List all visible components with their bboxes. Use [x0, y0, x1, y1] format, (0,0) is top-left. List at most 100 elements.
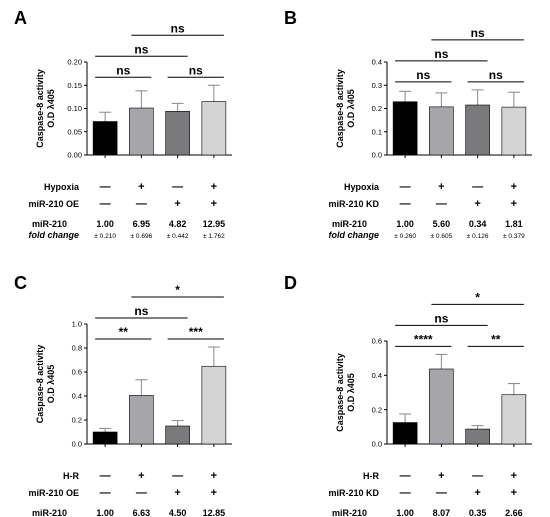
y-tick-label: 0.2	[372, 405, 382, 414]
condition-sign: —	[436, 487, 447, 499]
condition-sign: —	[400, 198, 411, 210]
fold-sd: ± 0.379	[503, 233, 525, 240]
condition-sign: —	[472, 181, 483, 193]
significance-label: *	[175, 283, 180, 297]
fold-value: 4.82	[169, 219, 187, 229]
y-tick-label: 0.05	[67, 127, 82, 136]
fold-sd: ± 1.762	[203, 233, 225, 240]
panel-label: D	[284, 273, 297, 293]
y-tick-label: 0.20	[67, 58, 82, 67]
significance-label: ns	[416, 68, 430, 82]
panel-b: B Caspase-8 activity O.D λ405 0.0 0.1 0.2 0.3 0…	[284, 8, 532, 240]
fold-value: 1.81	[505, 219, 523, 229]
condition-sign: +	[211, 487, 217, 499]
y-tick-label: 0.3	[372, 81, 382, 90]
y-tick-label: 0.4	[72, 392, 82, 401]
significance-label: **	[119, 325, 129, 339]
condition-label: miR-210 OE	[28, 199, 79, 209]
condition-sign: +	[438, 470, 444, 482]
significance-label: ns	[134, 304, 148, 318]
significance-label: ns	[434, 311, 448, 325]
condition-sign: +	[138, 470, 144, 482]
y-tick-label: 0.4	[372, 371, 382, 380]
condition-label: H-R	[363, 471, 379, 481]
bar	[501, 394, 527, 445]
condition-label: miR-210 KD	[328, 199, 379, 209]
bar	[392, 101, 418, 156]
condition-sign: —	[136, 487, 147, 499]
condition-sign: —	[100, 470, 111, 482]
y-axis-unit: O.D λ405	[46, 89, 56, 128]
condition-sign: —	[136, 198, 147, 210]
significance-label: *	[475, 290, 480, 304]
y-tick-label: 0.4	[372, 58, 382, 67]
fold-value: 5.60	[433, 219, 451, 229]
panel-label: B	[284, 8, 297, 28]
condition-label: Hypoxia	[44, 182, 80, 192]
condition-sign: +	[511, 181, 517, 193]
significance-label: ****	[414, 332, 433, 346]
fold-value: 1.00	[96, 508, 114, 517]
y-tick-label: 0.0	[372, 440, 382, 449]
bar	[92, 431, 118, 445]
mir-label: miR-210	[32, 508, 67, 517]
significance-label: ns	[171, 21, 185, 35]
condition-sign: +	[211, 181, 217, 193]
y-axis-unit: O.D λ405	[346, 373, 356, 412]
condition-sign: +	[211, 198, 217, 210]
condition-label: H-R	[63, 471, 79, 481]
fold-value: 6.95	[133, 219, 151, 229]
y-axis-label: Caspase-8 activity	[35, 345, 45, 424]
significance-label: ns	[471, 26, 485, 40]
y-axis-label: Caspase-8 activity	[35, 69, 45, 148]
bar	[129, 107, 154, 156]
fold-value: 0.35	[469, 508, 487, 517]
fold-value: 1.00	[396, 219, 414, 229]
significance-label: ns	[189, 63, 203, 77]
y-tick-label: 0.15	[67, 81, 82, 90]
panel-c: C Caspase-8 activity O.D λ405 0.0 0.2 0.4 0.6 0…	[14, 273, 232, 517]
mir-label: miR-210	[332, 508, 367, 517]
fold-sd: ± 0.260	[394, 233, 416, 240]
y-tick-label: 0.2	[72, 416, 82, 425]
y-axis-label: Caspase-8 activity	[335, 69, 345, 148]
condition-sign: +	[174, 487, 180, 499]
y-tick-label: 0.10	[67, 104, 82, 113]
fold-value: 12.95	[203, 219, 226, 229]
fold-value: 0.34	[469, 219, 487, 229]
bar	[92, 121, 118, 156]
y-axis-label: Caspase-8 activity	[335, 353, 345, 432]
significance-label: ns	[434, 47, 448, 61]
condition-sign: +	[511, 487, 517, 499]
fold-sd: ± 0.210	[94, 233, 116, 240]
bar	[501, 106, 527, 156]
bar	[392, 422, 418, 445]
condition-sign: —	[400, 487, 411, 499]
panel-d: D Caspase-8 activity O.D λ405 0.0 0.2 0.4 0.6 *…	[284, 273, 532, 517]
y-tick-label: 0.2	[372, 104, 382, 113]
fold-value: 8.07	[433, 508, 451, 517]
significance-label: **	[491, 332, 501, 346]
mir-label: miR-210	[332, 219, 367, 229]
condition-sign: —	[400, 470, 411, 482]
condition-sign: —	[100, 181, 111, 193]
y-tick-label: 0.0	[372, 151, 382, 160]
condition-sign: —	[436, 198, 447, 210]
panel-label: A	[14, 8, 27, 28]
fold-value: 2.66	[505, 508, 523, 517]
y-axis-unit: O.D λ405	[346, 89, 356, 128]
bar	[429, 368, 454, 445]
condition-sign: —	[100, 198, 111, 210]
bar	[201, 101, 227, 156]
y-tick-label: 0.0	[72, 440, 82, 449]
fold-sd: ± 0.696	[131, 233, 153, 240]
condition-sign: +	[511, 470, 517, 482]
condition-sign: +	[438, 181, 444, 193]
y-tick-label: 0.6	[372, 337, 382, 346]
significance-label: ***	[189, 325, 203, 339]
condition-label: Hypoxia	[344, 182, 380, 192]
condition-label: miR-210 OE	[28, 488, 79, 498]
condition-sign: +	[138, 181, 144, 193]
condition-sign: —	[472, 470, 483, 482]
